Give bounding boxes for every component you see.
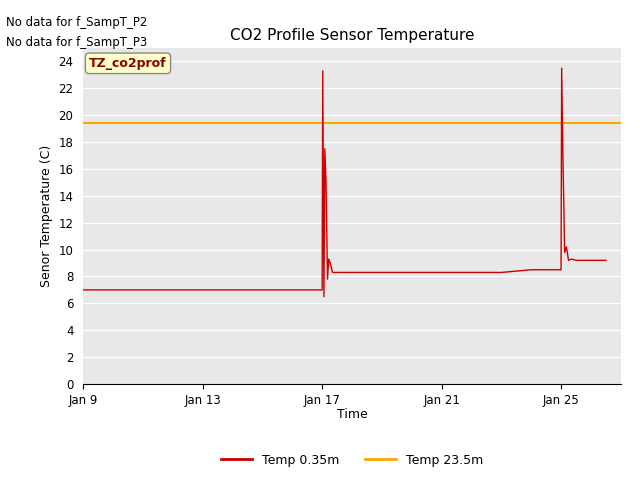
- Text: No data for f_SampT_P3: No data for f_SampT_P3: [6, 36, 148, 48]
- Text: TZ_co2prof: TZ_co2prof: [89, 57, 167, 70]
- Text: No data for f_SampT_P2: No data for f_SampT_P2: [6, 16, 148, 29]
- Legend: Temp 0.35m, Temp 23.5m: Temp 0.35m, Temp 23.5m: [216, 449, 488, 472]
- X-axis label: Time: Time: [337, 408, 367, 421]
- Y-axis label: Senor Temperature (C): Senor Temperature (C): [40, 145, 53, 287]
- Title: CO2 Profile Sensor Temperature: CO2 Profile Sensor Temperature: [230, 28, 474, 43]
